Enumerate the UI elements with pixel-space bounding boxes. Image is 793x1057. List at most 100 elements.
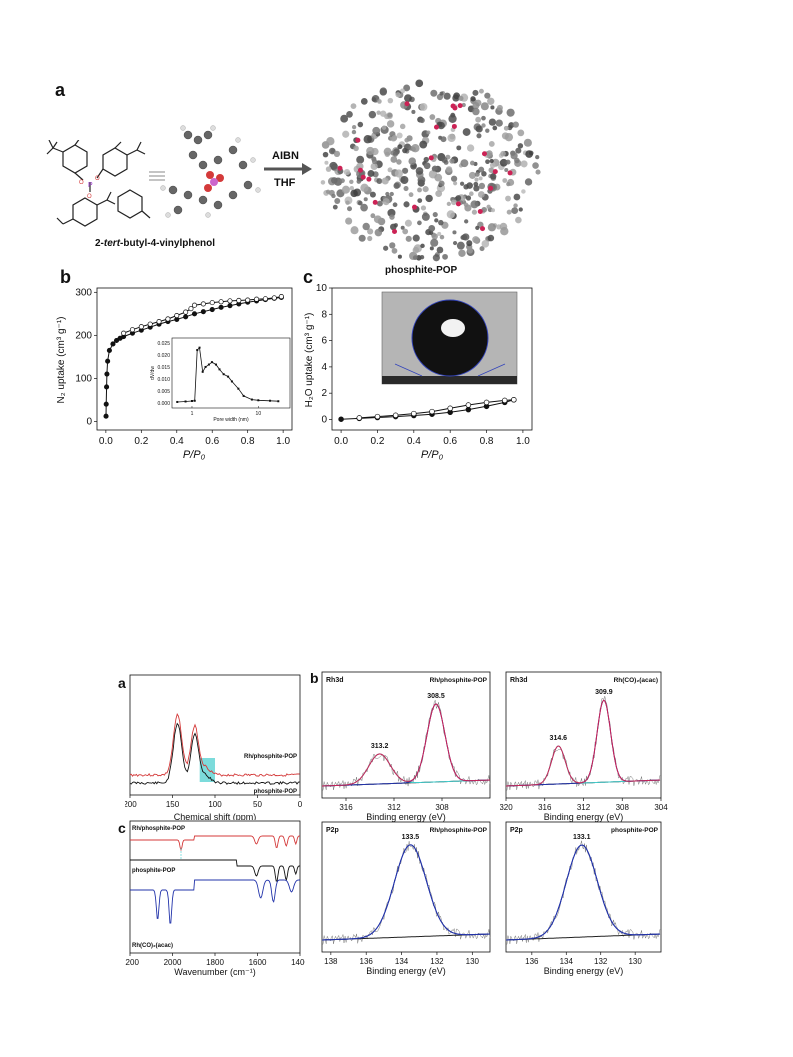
network-atom [489,162,496,169]
xps-rh3d-rh-acac-chart: 320 316 312 308 304 314.6 309.9 Rh3d Rh(CO)₂(aca… [500,671,668,822]
fig1-panel-a-label: a [55,80,66,100]
network-phosphite-node [507,170,513,176]
y-tick-label: 0 [86,416,92,427]
xps-title-left: Rh3d [326,677,344,684]
network-atom [417,220,422,226]
network-atom [481,206,488,213]
desorption-point [129,327,136,333]
x-axis-label: Wavenumber (cm⁻¹) [174,967,255,977]
x-tick-label: 320 [500,803,513,812]
xps-component [322,703,490,787]
network-atom [436,246,444,254]
reaction-arrow [264,163,312,175]
network-phosphite-node [428,155,434,161]
desorption-point [218,299,224,305]
network-atom [331,193,336,199]
xps-raw-data [321,699,491,791]
inset-point [184,400,187,403]
network-atom [431,233,438,240]
desorption-point [271,295,277,301]
network-atom [412,255,418,261]
network-atom [391,135,398,141]
x-tick-label: 100 [208,800,222,809]
network-atom [469,191,474,197]
inset-y-tick-label: 0.025 [157,341,170,347]
network-atom [371,97,377,102]
network-atom [487,97,495,105]
network-atom [452,241,458,246]
x-axis-label: P/P₀ [421,449,444,461]
network-atom [462,128,471,136]
network-atom [485,159,490,165]
x-tick-label: 308 [435,803,449,812]
desorption-point [147,321,153,327]
desorption-point [156,319,162,325]
network-atom [403,186,409,192]
ir-pop-spectrum [130,859,300,882]
reagent-aibn: AIBN [272,150,299,162]
x-tick-label: 2200 [125,958,139,967]
x-axis-label: Binding energy (eV) [366,966,446,976]
network-atom [372,126,381,135]
network-atom [458,249,466,257]
network-atom [425,194,433,203]
inset-point [207,363,210,366]
desorption-point [174,312,180,319]
highlight-region [199,758,215,782]
network-atom [405,235,412,242]
network-atom [390,156,398,163]
x-tick-label: 132 [594,957,608,966]
desorption-point [374,413,381,420]
network-atom [515,147,522,154]
network-atom [403,84,411,92]
inset-x-tick-label: 1 [191,411,194,417]
xps-raw-data [505,696,661,791]
inset-point [210,361,213,364]
network-atom [340,114,349,123]
ir-rh-pop-spectrum [130,835,300,852]
network-atom [505,195,511,202]
desorption-point [191,302,198,308]
network-atom [488,118,497,126]
network-atom [419,102,428,111]
y-axis-label: N₂ uptake (cm³ g⁻¹) [56,317,67,404]
inset-y-tick-label: 0.000 [157,401,170,407]
network-atom [347,206,353,212]
network-atom [456,145,462,151]
network-atom [478,88,484,94]
n2-isotherm-chart: 0.0 0.2 0.4 0.6 0.8 1.0 0 100 200 300 P/P₀ N₂ uptak… [56,287,293,461]
network-atom [535,169,541,175]
desorption-point [236,297,242,304]
network-atom [485,128,490,133]
inset-point [201,370,204,373]
network-atom [517,143,524,149]
xps-component [506,745,661,787]
network-atom [395,92,401,98]
plot-frame [505,671,662,799]
network-atom [432,212,438,218]
desorption-point [227,298,233,304]
inset-point [242,394,245,397]
network-atom [402,228,409,235]
network-atom [447,133,456,143]
inset-point [277,400,280,403]
network-atom [423,156,429,163]
network-atom [326,137,335,146]
desorption-point [483,399,490,406]
network-atom [475,225,480,230]
x-tick-label: 0.0 [334,436,348,447]
network-atom [389,191,394,197]
network-phosphite-node [412,204,418,210]
network-atom [342,130,350,138]
network-atom [478,176,483,181]
inset-point [190,400,193,402]
network-atom [332,204,338,210]
x-tick-label: 0.8 [241,436,255,447]
inset-point [176,400,179,403]
x-tick-label: 130 [628,957,642,966]
adsorption-point [104,371,110,377]
network-phosphite-node [366,176,372,182]
x-axis-label: Chemical shift (ppm) [174,812,257,820]
desorption-point [447,405,453,412]
plot-frame [505,821,662,953]
